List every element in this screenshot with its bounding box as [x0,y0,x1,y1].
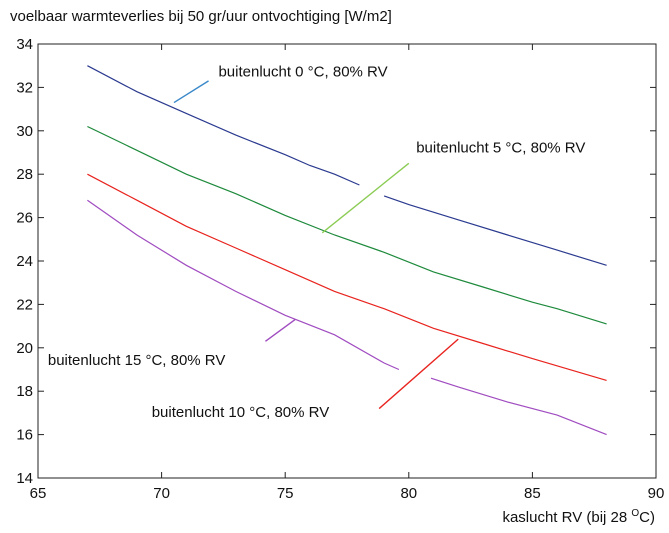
x-axis-label-end: C) [639,509,655,526]
x-tick-label: 85 [524,485,541,502]
series-line-1 [87,65,360,186]
series-line-1 [383,195,607,266]
series-line-4 [87,199,400,371]
x-axis-label-main: kaslucht RV (bij 28 [502,509,632,526]
series-label-4: buitenlucht 15 °C, 80% RV [48,352,226,369]
y-tick-label: 14 [16,470,33,487]
x-tick-label: 65 [30,485,47,502]
y-tick-label: 24 [16,253,33,270]
plot-frame [37,43,657,479]
chart-title: voelbaar warmteverlies bij 50 gr/uur ont… [10,8,392,25]
x-tick-label: 70 [153,485,170,502]
y-tick-label: 30 [16,123,33,140]
x-axis-label: kaslucht RV (bij 28 OC) [502,508,655,526]
y-tick-label: 32 [16,79,33,96]
x-axis-label-superscript: O [631,508,640,519]
y-tick-label: 28 [16,166,33,183]
y-tick-label: 18 [16,383,33,400]
annotation-leader-1 [173,80,209,104]
annotation-leader-3 [378,338,459,410]
series-line-3 [87,173,607,381]
series-label-2: buitenlucht 5 °C, 80% RV [416,140,585,157]
y-tick-label: 34 [16,36,33,53]
x-tick-label: 90 [648,485,665,502]
series-line-2 [87,125,607,325]
series-line-4 [430,377,607,436]
series-label-3: buitenlucht 10 °C, 80% RV [152,404,330,421]
x-tick-label: 80 [400,485,417,502]
x-tick-label: 75 [277,485,294,502]
annotation-leader-4 [265,319,296,342]
y-tick-label: 20 [16,340,33,357]
annotation-leader-2 [321,162,410,234]
y-tick-label: 22 [16,296,33,313]
series-label-1: buitenlucht 0 °C, 80% RV [218,64,387,81]
y-tick-label: 16 [16,427,33,444]
y-tick-label: 26 [16,210,33,227]
